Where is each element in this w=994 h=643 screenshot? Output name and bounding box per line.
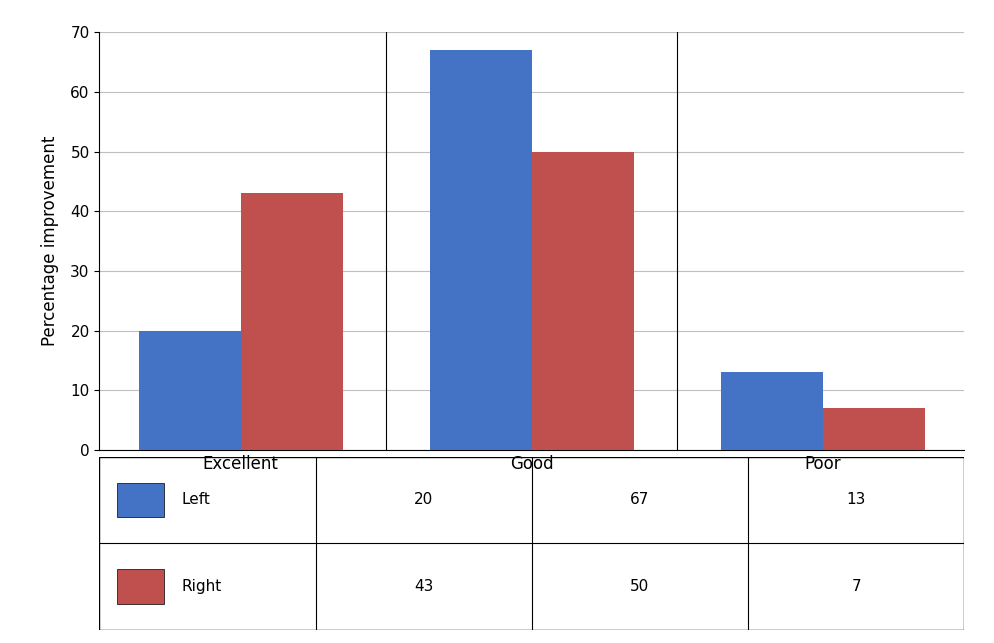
Bar	[823, 408, 924, 450]
Bar	[532, 152, 634, 450]
Bar	[429, 50, 532, 450]
Text: 67: 67	[630, 493, 649, 507]
Text: 7: 7	[851, 579, 861, 594]
Text: 43: 43	[414, 579, 433, 594]
Bar	[721, 372, 823, 450]
Bar	[241, 194, 343, 450]
Bar	[139, 331, 241, 450]
Text: Right: Right	[182, 579, 222, 594]
Text: Left: Left	[182, 493, 211, 507]
Text: 20: 20	[414, 493, 433, 507]
Bar	[116, 482, 164, 517]
Bar	[116, 570, 164, 604]
Text: 50: 50	[630, 579, 649, 594]
Text: 13: 13	[847, 493, 866, 507]
Y-axis label: Percentage improvement: Percentage improvement	[41, 136, 60, 347]
